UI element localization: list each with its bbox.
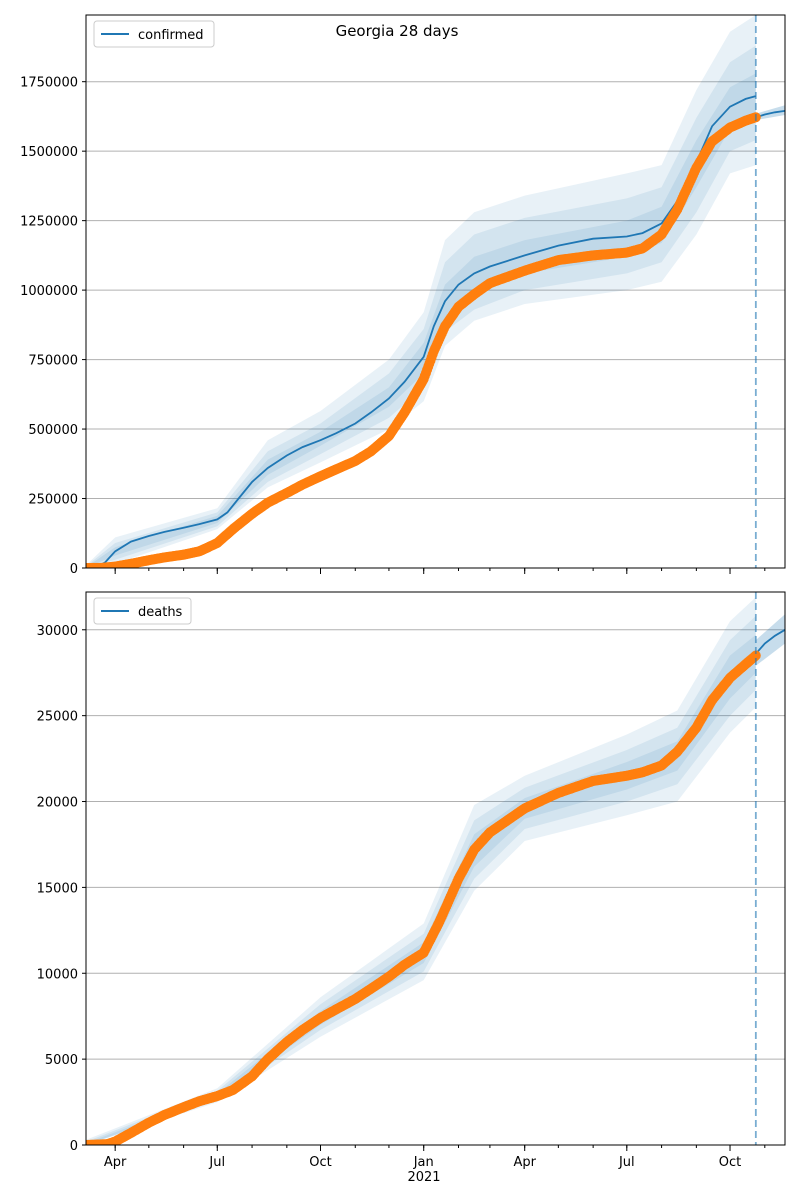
confirmed-legend: confirmed [93,20,215,48]
confirmed-y-tick-label: 750000 [28,354,78,369]
confirmed-y-tick-label: 1250000 [20,215,78,230]
x-tick-label: Apr [513,1155,536,1170]
x-tick-label: Oct [309,1155,331,1170]
deaths-forecast-series [755,629,785,655]
deaths-legend-frame [93,597,192,625]
deaths-y-tick-label: 25000 [37,710,78,725]
confirmed-panel: 0 250000 500000 750000 1000000 1250000 1500000… [20,14,786,577]
x-tick-label: Oct [719,1155,741,1170]
confirmed-y-tick-label: 500000 [28,423,78,438]
confirmed-model-series [86,95,757,568]
deaths-legend: deaths [93,597,192,625]
deaths-y-tick-label: 30000 [37,624,78,639]
confirmed-plot-frame [85,14,786,569]
deaths-legend-label: deaths [138,605,183,620]
deaths-observed-points [86,650,761,1145]
x-tick-label: Jul [618,1155,635,1170]
confirmed-y-tick-label: 250000 [28,493,78,508]
figure-title: Georgia 28 days [336,22,459,40]
confirmed-legend-frame [93,20,215,48]
deaths-y-tick-label: 10000 [37,967,78,982]
x-tick-label: Jan [413,1155,434,1170]
confirmed-y-tick-label: 1500000 [20,145,78,160]
confirmed-legend-label: confirmed [138,28,204,43]
confirmed-axes: 0 250000 500000 750000 1000000 1250000 1500000… [20,14,786,577]
deaths-y-tick-label: 5000 [45,1053,78,1068]
confirmed-y-tick-label: 1750000 [20,76,78,91]
deaths-panel: 0 5000 10000 15000 20000 25000 30000 Apr Jul Oct J… [37,591,786,1170]
confirmed-y-tick-label: 1000000 [20,284,78,299]
deaths-gridlines [86,629,785,1060]
x-tick-label: Jul [208,1155,225,1170]
deaths-y-tick-label: 0 [70,1139,78,1154]
deaths-axes: 0 5000 10000 15000 20000 25000 30000 Apr Jul Oct J… [37,591,786,1170]
confirmed-y-tick-label: 0 [70,562,78,577]
deaths-y-tick-label: 20000 [37,796,78,811]
deaths-observed-point [750,650,761,661]
x-axis-year-label: 2021 [407,1170,440,1185]
deaths-y-tick-label: 15000 [37,881,78,896]
deaths-plot-frame [85,591,786,1146]
confirmed-observed-points [86,112,761,568]
x-tick-label: Apr [104,1155,127,1170]
